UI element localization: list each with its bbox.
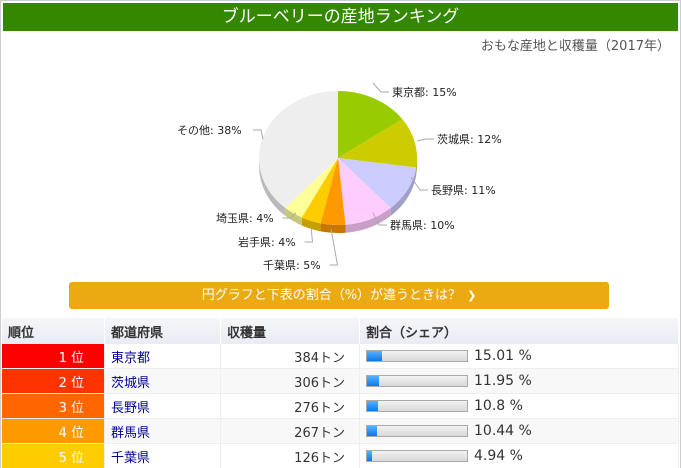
pie-leader-line	[282, 212, 297, 219]
share-label: 11.95 %	[474, 373, 532, 389]
share-bar-fill	[367, 351, 382, 361]
rank-cell: 4 位	[2, 418, 105, 444]
header-amount: 収穫量	[220, 318, 360, 344]
prefecture-link[interactable]: 群馬県	[104, 418, 221, 444]
pie-label: 長野県: 11%	[431, 184, 496, 197]
chevron-down-icon: ❯	[467, 289, 477, 302]
toggle-button-label: 円グラフと下表の割合（%）が違うときは？	[201, 288, 462, 303]
share-bar	[366, 350, 468, 362]
table-row: 3 位 長野県 276トン 10.8 %	[2, 393, 679, 419]
share-bar-fill	[367, 401, 378, 411]
pie-leader-line	[329, 228, 339, 266]
prefecture-link[interactable]: 長野県	[104, 393, 221, 419]
amount-cell: 267トン	[220, 418, 360, 444]
pie-leader-line	[416, 138, 434, 142]
pie-leader-line	[304, 226, 314, 243]
pie-slice[interactable]	[285, 158, 338, 218]
pie-slice[interactable]	[301, 158, 338, 224]
share-cell: 4.94 %	[359, 443, 679, 468]
pie-label: 岩手県: 4%	[238, 235, 296, 249]
pie-label: 東京都: 15%	[392, 85, 457, 99]
pie-label: その他: 38%	[177, 124, 242, 137]
share-bar	[366, 450, 468, 462]
table-row: 5 位 千葉県 126トン 4.94 %	[2, 443, 679, 468]
share-cell: 10.44 %	[359, 418, 679, 444]
amount-cell: 276トン	[220, 393, 360, 419]
share-label: 15.01 %	[474, 348, 532, 364]
table-row: 2 位 茨城県 306トン 11.95 %	[2, 368, 679, 394]
share-label: 10.8 %	[474, 398, 523, 414]
header-rank: 順位	[2, 318, 105, 344]
pie-leader-line	[372, 82, 389, 93]
table-row: 4 位 群馬県 267トン 10.44 %	[2, 418, 679, 444]
table-row: 1 位 東京都 384トン 15.01 %	[2, 344, 679, 369]
pie-slice[interactable]	[259, 91, 338, 208]
share-bar	[366, 425, 468, 437]
share-label: 10.44 %	[474, 423, 532, 439]
header-prefecture: 都道府県	[104, 318, 221, 344]
share-label: 4.94 %	[474, 448, 523, 464]
share-bar-fill	[367, 451, 372, 461]
rank-cell: 2 位	[2, 368, 105, 394]
pie-leader-line	[253, 129, 264, 140]
pie-slice-side	[320, 223, 346, 233]
pie-label: 群馬県: 10%	[390, 218, 455, 232]
pie-slice[interactable]	[338, 91, 403, 158]
share-bar	[366, 400, 468, 412]
pie-leader-line	[410, 176, 428, 191]
share-bar-fill	[367, 376, 379, 386]
pie-slice-side	[301, 217, 321, 232]
share-cell: 15.01 %	[359, 344, 679, 369]
pie-slice-side	[345, 207, 391, 233]
pie-label: 埼玉県: 4%	[216, 211, 274, 225]
prefecture-link[interactable]: 千葉県	[104, 443, 221, 468]
pie-slice[interactable]	[338, 158, 417, 208]
amount-cell: 306トン	[220, 368, 360, 394]
ranking-table: 順位 都道府県 収穫量 割合（シェア） 1 位 東京都 384トン 15.01 …	[2, 318, 679, 468]
rank-cell: 1 位	[2, 344, 105, 369]
share-cell: 10.8 %	[359, 393, 679, 419]
pie-slice-side	[259, 158, 286, 216]
pie-slice[interactable]	[338, 119, 417, 168]
share-bar-fill	[367, 426, 378, 436]
pie-explanation-toggle-button[interactable]: 円グラフと下表の割合（%）が違うときは？ ❯	[69, 282, 609, 309]
prefecture-link[interactable]: 茨城県	[104, 368, 221, 394]
pie-chart: 東京都: 15% 茨城県: 12% 長野県: 11% 群馬県: 10% 千葉県: 5% 岩…	[177, 82, 502, 272]
rank-cell: 5 位	[2, 443, 105, 468]
pie-slice[interactable]	[338, 158, 391, 225]
pie-slice-side	[285, 207, 302, 226]
pie-slice-side	[416, 158, 417, 176]
amount-cell: 126トン	[220, 443, 360, 468]
pie-label: 茨城県: 12%	[437, 132, 502, 146]
pie-label: 千葉県: 5%	[263, 258, 321, 272]
share-bar	[366, 375, 468, 387]
prefecture-link[interactable]: 東京都	[104, 344, 221, 369]
header-share: 割合（シェア）	[359, 318, 679, 344]
chart-subtitle: おもな産地と収穫量（2017年）	[480, 39, 670, 54]
share-cell: 11.95 %	[359, 368, 679, 394]
pie-leader-line	[372, 212, 387, 226]
amount-cell: 384トン	[220, 344, 360, 369]
page-title: ブルーベリーの産地ランキング	[3, 3, 678, 31]
pie-slice-side	[390, 167, 417, 216]
rank-cell: 3 位	[2, 393, 105, 419]
pie-slice[interactable]	[320, 158, 346, 225]
